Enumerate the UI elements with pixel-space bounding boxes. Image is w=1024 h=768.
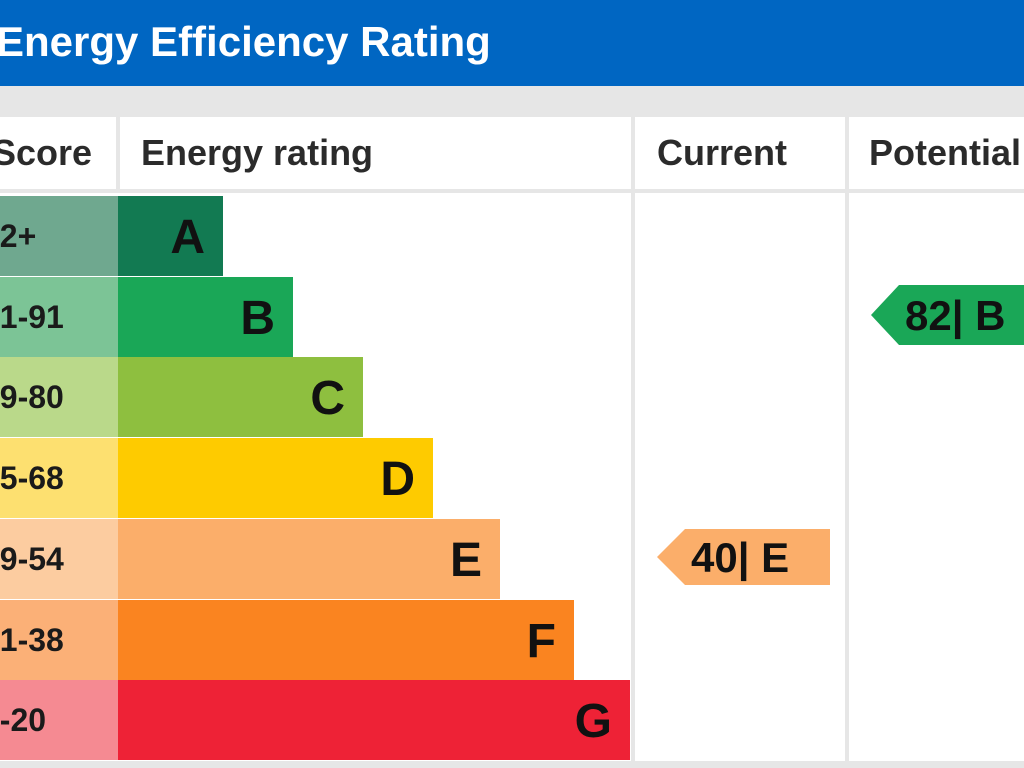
current-header-cell [635, 117, 845, 189]
rating-header-cell [120, 117, 631, 189]
score-range-label: 69-80 [0, 379, 64, 415]
potential-flag-shape [871, 285, 1024, 345]
score-range-label: 92+ [0, 218, 37, 254]
band-letter: G [574, 695, 612, 748]
potential-rating-flag: 82| B [871, 285, 1024, 345]
band-bar-e: E [118, 519, 500, 599]
score-cell-c: 69-80 [0, 357, 118, 437]
band-bar-g: G [118, 680, 630, 760]
band-bar-a: A [118, 196, 223, 276]
rating-column-header: Energy rating [141, 132, 374, 173]
score-cell-e: 39-54 [0, 519, 118, 599]
current-column-header: Current [657, 132, 788, 173]
band-bar-f: F [118, 600, 574, 680]
score-header-cell [0, 117, 116, 189]
potential-column-header: Potential [869, 132, 1022, 173]
score-range-label: 1-20 [0, 702, 47, 738]
potential-rating-label: 82| B [905, 292, 1005, 340]
band-bar-b: B [118, 277, 293, 357]
header-bar: Energy Efficiency Rating [0, 0, 1024, 86]
current-column [635, 193, 845, 761]
score-range-label: 81-91 [0, 299, 64, 335]
score-range-label: 39-54 [0, 541, 64, 577]
score-cell-d: 55-68 [0, 438, 118, 518]
score-cell-a: 92+ [0, 196, 118, 276]
band-letter: A [170, 211, 205, 264]
band-letter: F [526, 615, 556, 668]
band-letter: D [380, 453, 415, 506]
score-range-label: 21-38 [0, 622, 64, 658]
score-range-label: 55-68 [0, 460, 64, 496]
score-cell-g: 1-20 [0, 680, 118, 760]
band-letter: B [240, 292, 275, 345]
current-rating-label: 40| E [691, 534, 789, 582]
chart-title: Energy Efficiency Rating [0, 18, 491, 65]
score-column-header: Score [0, 132, 93, 173]
score-cell-f: 21-38 [0, 600, 118, 680]
current-rating-flag: 40| E [657, 529, 830, 585]
potential-header-cell [849, 117, 1024, 189]
potential-column [849, 193, 1024, 761]
band-letter: E [449, 534, 482, 587]
band-bar-c: C [118, 357, 363, 437]
score-cell-b: 81-91 [0, 277, 118, 357]
current-flag-shape [657, 529, 830, 585]
band-letter: C [310, 372, 345, 425]
band-bar-d: D [118, 438, 433, 518]
